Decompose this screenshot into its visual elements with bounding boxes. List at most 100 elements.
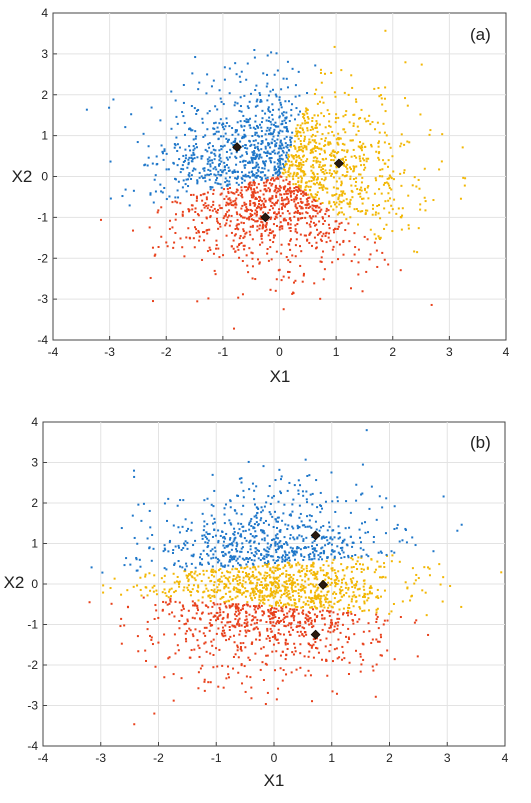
- scatter-point: [319, 161, 322, 164]
- scatter-point: [216, 208, 219, 211]
- scatter-point: [265, 637, 268, 640]
- scatter-point: [278, 115, 281, 118]
- scatter-point: [292, 554, 295, 557]
- scatter-point: [293, 118, 296, 121]
- scatter-point: [223, 535, 226, 538]
- scatter-point: [287, 596, 290, 599]
- scatter-point: [300, 201, 303, 204]
- scatter-point: [264, 147, 267, 150]
- scatter-point: [265, 553, 268, 556]
- scatter-point: [239, 191, 242, 194]
- scatter-point: [245, 611, 248, 614]
- scatter-point: [332, 134, 335, 137]
- scatter-point: [286, 158, 289, 161]
- scatter-point: [384, 532, 387, 535]
- scatter-point: [291, 103, 294, 106]
- scatter-point: [289, 248, 292, 251]
- scatter-point: [209, 596, 212, 599]
- scatter-point: [424, 591, 427, 594]
- scatter-point: [296, 579, 299, 582]
- scatter-point: [178, 619, 181, 622]
- scatter-point: [241, 145, 244, 148]
- scatter-point: [185, 640, 188, 643]
- scatter-point: [242, 230, 245, 233]
- scatter-point: [367, 555, 370, 558]
- scatter-point: [288, 514, 291, 517]
- scatter-point: [211, 209, 214, 212]
- scatter-point: [264, 177, 267, 180]
- scatter-point: [298, 526, 301, 529]
- scatter-point: [266, 534, 269, 537]
- scatter-point: [342, 607, 345, 610]
- scatter-point: [276, 176, 279, 179]
- scatter-point: [316, 578, 319, 581]
- scatter-point: [335, 193, 338, 196]
- scatter-point: [209, 248, 212, 251]
- scatter-point: [351, 555, 354, 558]
- scatter-point: [386, 177, 389, 180]
- scatter-point: [278, 189, 281, 192]
- scatter-point: [236, 245, 239, 248]
- scatter-point: [291, 525, 294, 528]
- scatter-point: [341, 194, 344, 197]
- scatter-point: [349, 175, 352, 178]
- scatter-point: [270, 142, 273, 145]
- scatter-point: [254, 156, 257, 159]
- scatter-point: [232, 565, 235, 568]
- scatter-point: [251, 135, 254, 138]
- scatter-point: [235, 130, 238, 133]
- scatter-point: [203, 206, 206, 209]
- scatter-point: [315, 576, 318, 579]
- scatter-point: [189, 149, 192, 152]
- scatter-point: [200, 209, 203, 212]
- scatter-point: [293, 610, 296, 613]
- scatter-point: [248, 247, 251, 250]
- scatter-point: [262, 678, 265, 681]
- scatter-point: [401, 539, 404, 542]
- scatter-point: [249, 92, 252, 95]
- scatter-point: [163, 567, 166, 570]
- scatter-point: [365, 429, 368, 432]
- scatter-point: [212, 615, 215, 618]
- scatter-point: [189, 629, 192, 632]
- scatter-point: [242, 576, 245, 579]
- scatter-point: [323, 72, 326, 75]
- scatter-point: [335, 578, 338, 581]
- scatter-point: [284, 100, 287, 103]
- scatter-point: [259, 196, 262, 199]
- scatter-point: [352, 565, 355, 568]
- scatter-point: [287, 173, 290, 176]
- scatter-point: [242, 579, 245, 582]
- scatter-point: [277, 134, 280, 137]
- scatter-point: [209, 618, 212, 621]
- scatter-point: [248, 573, 251, 576]
- scatter-point: [315, 528, 318, 531]
- scatter-point: [286, 189, 289, 192]
- scatter-point: [377, 212, 380, 215]
- scatter-point: [180, 548, 183, 551]
- scatter-point: [217, 541, 220, 544]
- scatter-point: [313, 224, 316, 227]
- scatter-point: [342, 651, 345, 654]
- scatter-point: [251, 159, 254, 162]
- scatter-point: [299, 621, 302, 624]
- scatter-point: [270, 123, 273, 126]
- scatter-point: [260, 218, 263, 221]
- scatter-point: [282, 163, 285, 166]
- scatter-point: [255, 220, 258, 223]
- scatter-point: [285, 111, 288, 114]
- scatter-point: [174, 177, 177, 180]
- scatter-point: [212, 192, 215, 195]
- scatter-point: [268, 639, 271, 642]
- scatter-point: [240, 550, 243, 553]
- scatter-point: [221, 617, 224, 620]
- scatter-point: [124, 126, 127, 129]
- scatter-point: [250, 184, 253, 187]
- scatter-point: [213, 529, 216, 532]
- scatter-point: [119, 625, 122, 628]
- scatter-point: [138, 558, 141, 561]
- scatter-point: [190, 591, 193, 594]
- scatter-point: [342, 594, 345, 597]
- scatter-point: [269, 200, 272, 203]
- scatter-point: [120, 617, 123, 620]
